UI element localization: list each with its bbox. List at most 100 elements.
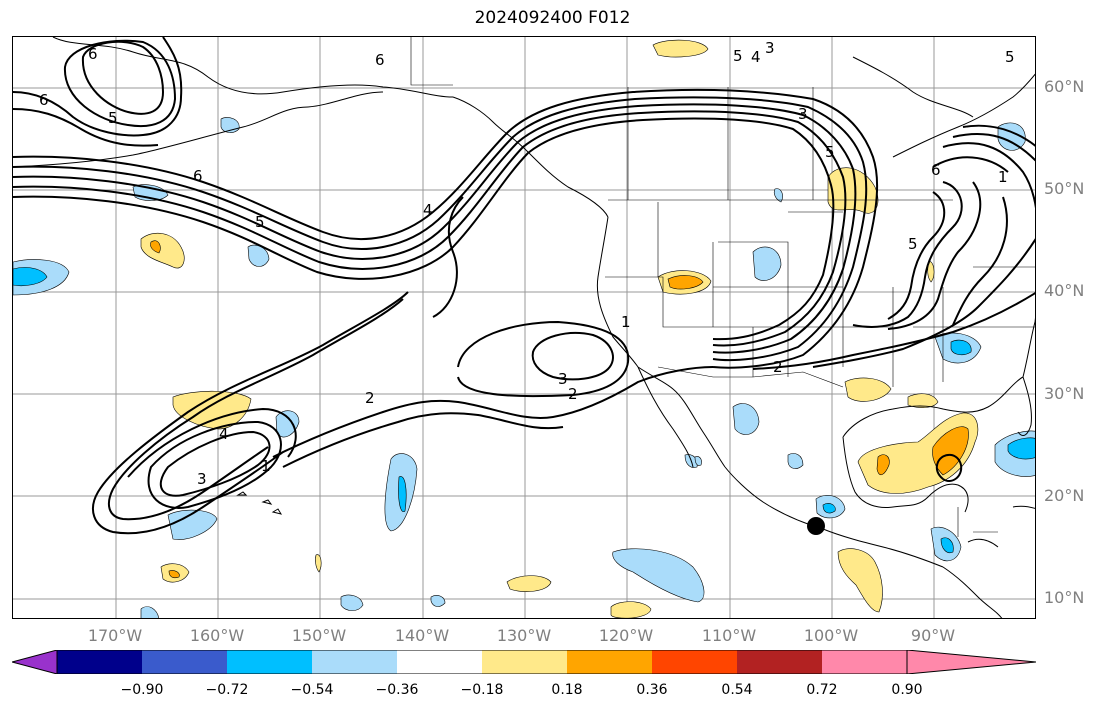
positive-anomaly-region <box>844 377 892 402</box>
negative-anomaly-region <box>140 606 159 618</box>
lon-label: 110°W <box>701 626 757 645</box>
contour-label: 5 <box>1005 48 1015 66</box>
negative-anomaly-region <box>247 244 270 267</box>
colorbar-segment <box>567 650 652 674</box>
lat-label: 20°N <box>1044 486 1085 505</box>
colorbar-segment <box>397 650 482 674</box>
negative-anomaly-region <box>940 537 954 554</box>
positive-anomaly-region <box>172 390 252 430</box>
lon-label: 120°W <box>598 626 654 645</box>
colorbar-tick: 0.90 <box>891 682 923 698</box>
negative-anomaly-region <box>822 503 836 514</box>
contour-label: 4 <box>219 425 229 443</box>
colorbar-segment <box>482 650 567 674</box>
colorbar <box>12 650 1036 674</box>
colorbar-segment <box>227 650 312 674</box>
positive-anomaly-region <box>610 601 652 618</box>
contour-label: 4 <box>423 201 433 219</box>
colorbar-extend-high <box>906 650 1036 674</box>
contour-label: 1 <box>261 457 271 475</box>
contour-lines <box>13 37 1035 535</box>
colorbar-tick: 0.54 <box>721 682 753 698</box>
political-borders <box>410 37 1035 537</box>
colorbar-segment <box>737 650 822 674</box>
positive-anomaly-region <box>876 454 890 476</box>
contour-label: 2 <box>773 358 783 376</box>
figure-title: 2024092400 F012 <box>474 8 631 28</box>
lon-label: 140°W <box>394 626 450 645</box>
negative-anomaly-region <box>167 509 218 540</box>
contour-label: 5 <box>255 213 265 231</box>
positive-anomaly-region <box>827 167 879 214</box>
positive-anomaly-region <box>837 548 883 613</box>
contour-labels: 6 5 6 6 6 5 4 1 3 2 2 1 3 4 2 5 4 3 3 5 … <box>39 39 1015 488</box>
contour-label: 1 <box>998 168 1008 186</box>
colorbar-tick: −0.72 <box>205 682 249 698</box>
negative-anomaly-region <box>950 339 972 356</box>
negative-anomaly-region <box>1007 437 1035 460</box>
contour-label: 6 <box>193 167 203 185</box>
negative-anomaly-region <box>787 453 804 469</box>
lat-label: 10°N <box>1044 588 1085 607</box>
lon-label: 150°W <box>291 626 347 645</box>
negative-anomaly-region <box>732 403 760 435</box>
map-canvas: 6 5 6 6 6 5 4 1 3 2 2 1 3 4 2 5 4 3 3 5 … <box>13 37 1035 618</box>
negative-anomaly-region <box>694 456 702 466</box>
storm-center-marker <box>807 517 825 535</box>
negative-anomaly-region <box>13 267 48 287</box>
shaded-anomalies <box>13 39 1035 618</box>
lat-label: 50°N <box>1044 179 1085 198</box>
contour-label: 3 <box>558 370 568 388</box>
lon-label: 160°W <box>189 626 245 645</box>
lon-label: 130°W <box>496 626 552 645</box>
lon-label: 90°W <box>910 626 956 645</box>
colorbar-tick: −0.54 <box>290 682 334 698</box>
contour-label: 3 <box>798 105 808 123</box>
contour-label: 5 <box>733 47 743 65</box>
colorbar-segment <box>142 650 227 674</box>
graticule <box>13 37 1035 618</box>
colorbar-tick: −0.90 <box>120 682 164 698</box>
positive-anomaly-region <box>140 232 185 269</box>
lat-label: 30°N <box>1044 384 1085 403</box>
contour-label: 6 <box>931 161 941 179</box>
colorbar-tick: −0.18 <box>460 682 504 698</box>
colorbar-tick: 0.36 <box>636 682 668 698</box>
contour-label: 5 <box>108 109 118 127</box>
colorbar-extend-low <box>12 650 58 674</box>
negative-anomaly-region <box>773 188 783 203</box>
contour-label: 1 <box>621 313 631 331</box>
positive-anomaly-region <box>652 39 709 58</box>
positive-anomaly-region <box>506 575 552 592</box>
contour-label: 5 <box>908 235 918 253</box>
contour-label: 4 <box>751 48 761 66</box>
colorbar-segment <box>312 650 397 674</box>
lat-label: 60°N <box>1044 77 1085 96</box>
colorbar-segment <box>652 650 737 674</box>
colorbar-tick: 0.18 <box>551 682 583 698</box>
contour-label: 3 <box>765 39 775 57</box>
colorbar-segment <box>57 650 142 674</box>
lon-label: 100°W <box>803 626 859 645</box>
negative-anomaly-region <box>612 548 705 603</box>
negative-anomaly-region <box>398 476 407 513</box>
contour-label: 6 <box>375 51 385 69</box>
negative-anomaly-region <box>275 410 300 438</box>
contour-label: 2 <box>568 385 578 403</box>
contour-label: 3 <box>197 470 207 488</box>
colorbar-tick: −0.36 <box>375 682 419 698</box>
negative-anomaly-region <box>752 246 782 281</box>
positive-anomaly-region <box>150 240 161 254</box>
map-panel: 6 5 6 6 6 5 4 1 3 2 2 1 3 4 2 5 4 3 3 5 … <box>12 36 1036 619</box>
lat-label: 40°N <box>1044 281 1085 300</box>
contour-label: 6 <box>39 91 49 109</box>
contour-label: 6 <box>88 45 98 63</box>
positive-anomaly-region <box>168 570 180 579</box>
lon-label: 170°W <box>87 626 143 645</box>
contour-label: 2 <box>365 389 375 407</box>
colorbar-segment <box>822 650 907 674</box>
negative-anomaly-region <box>430 595 446 607</box>
positive-anomaly-region <box>932 426 969 476</box>
positive-anomaly-region <box>315 554 322 573</box>
colorbar-tick: 0.72 <box>806 682 838 698</box>
